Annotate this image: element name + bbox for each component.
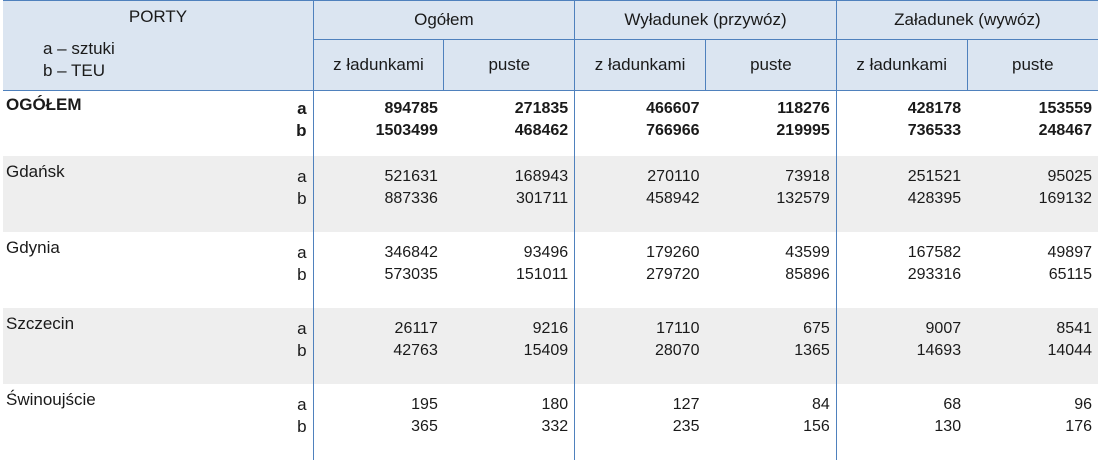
header-legend-a: a – sztuki xyxy=(43,39,115,58)
value-cell: 179260 279720 xyxy=(646,244,700,283)
port-container-table: PORTY a – sztuki b – TEU Ogółem Wyładune… xyxy=(3,0,1098,460)
value-cell: 17110 28070 xyxy=(574,308,706,384)
header-porty: PORTY xyxy=(128,7,188,26)
row-b-label: b xyxy=(297,189,307,208)
value-cell: 9007 14693 xyxy=(836,308,968,384)
value-cell: 153559 248467 xyxy=(1038,100,1092,139)
row-a-label: a xyxy=(297,243,307,262)
value-cell: 894785 1503499 xyxy=(375,100,438,139)
value-cell: 73918 132579 xyxy=(705,156,837,232)
value-cell: 346842 573035 xyxy=(384,244,438,283)
value-cell: 95025 169132 xyxy=(967,156,1098,232)
header-sub-z-ladunkami: z ładunkami xyxy=(836,39,968,91)
value-cell: 49897 65115 xyxy=(1047,244,1093,283)
header-sub-puste: puste xyxy=(705,39,837,91)
value-cell: 167582 293316 xyxy=(907,244,962,283)
row-b-label: b xyxy=(297,265,307,284)
value-cell: 428178 736533 xyxy=(907,100,962,139)
row-a-label: a xyxy=(297,99,307,118)
value-cell: 118276 219995 xyxy=(705,90,837,156)
row-name: Gdańsk xyxy=(6,162,65,181)
value-cell: 168943 301711 xyxy=(443,156,576,232)
header-sub-z-ladunkami: z ładunkami xyxy=(313,39,445,91)
header-porty-cell: PORTY a – sztuki b – TEU xyxy=(3,0,314,91)
row-a-label: a xyxy=(297,319,307,338)
value-cell: 521631 887336 xyxy=(313,156,444,232)
header-sub-z-ladunkami: z ładunkami xyxy=(574,39,706,91)
value-cell: 271835 468462 xyxy=(443,90,576,156)
header-legend-b: b – TEU xyxy=(43,61,106,80)
value-cell: 180 332 xyxy=(443,384,576,460)
row-name: Świnoujście xyxy=(6,390,96,409)
header-sub-puste: puste xyxy=(967,39,1098,91)
value-cell: 127 235 xyxy=(672,396,700,435)
header-group-wyladunek: Wyładunek (przywóz) xyxy=(574,0,837,40)
value-cell: 251521 428395 xyxy=(836,156,968,232)
value-cell: 9216 15409 xyxy=(443,308,576,384)
value-cell: 93496 151011 xyxy=(443,232,576,308)
value-cell: 195 365 xyxy=(411,396,438,435)
row-b-label: b xyxy=(297,341,307,360)
row-name: OGÓŁEM xyxy=(6,95,82,114)
header-group-ogolem: Ogółem xyxy=(313,0,576,40)
value-cell: 466607 766966 xyxy=(646,100,700,139)
header-group-zaladunek: Załadunek (wywóz) xyxy=(836,0,1098,40)
row-a-label: a xyxy=(297,395,307,414)
value-cell: 84 156 xyxy=(705,384,837,460)
value-cell: 43599 85896 xyxy=(705,232,837,308)
row-a-label: a xyxy=(297,167,307,186)
row-b-label: b xyxy=(297,417,307,436)
value-cell: 68 130 xyxy=(934,396,962,435)
value-cell: 96 176 xyxy=(1065,396,1092,435)
row-name: Gdynia xyxy=(6,238,60,257)
row-b-label: b xyxy=(296,121,307,140)
value-cell: 26117 42763 xyxy=(313,308,444,384)
row-name: Szczecin xyxy=(6,314,75,333)
value-cell: 675 1365 xyxy=(705,308,837,384)
value-cell: 8541 14044 xyxy=(967,308,1098,384)
value-cell: 270110 458942 xyxy=(574,156,706,232)
header-sub-puste: puste xyxy=(443,39,576,91)
